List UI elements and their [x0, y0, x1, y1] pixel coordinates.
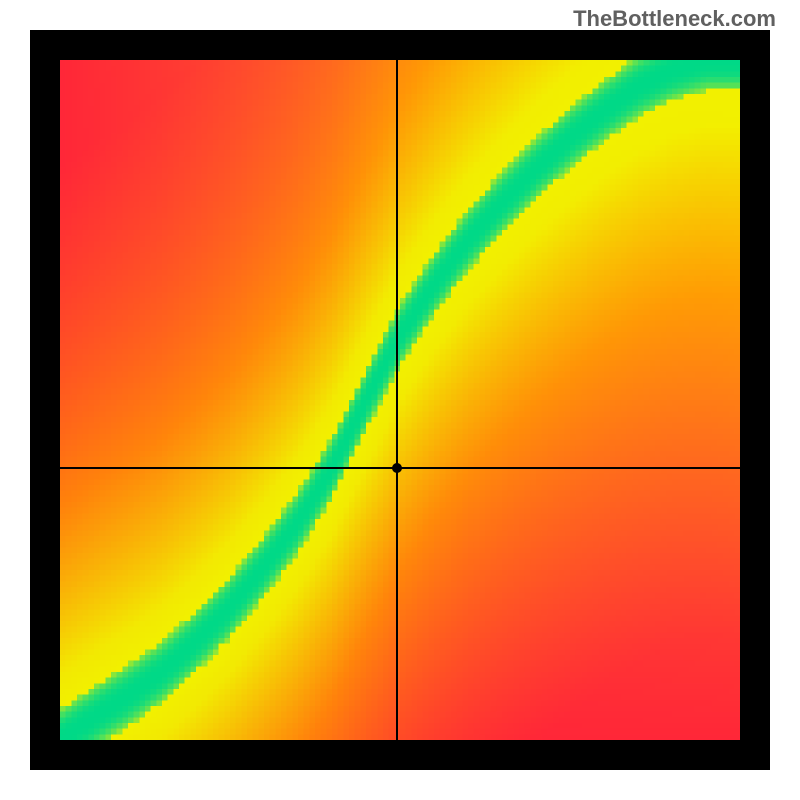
frame-right	[740, 30, 770, 770]
frame-top	[30, 30, 770, 60]
chart-container: TheBottleneck.com	[0, 0, 800, 800]
bottleneck-heatmap	[60, 60, 740, 740]
selection-marker	[392, 463, 402, 473]
watermark-text: TheBottleneck.com	[573, 6, 776, 32]
frame-bottom	[30, 740, 770, 770]
frame-left	[30, 30, 60, 770]
crosshair-vertical	[396, 60, 398, 740]
